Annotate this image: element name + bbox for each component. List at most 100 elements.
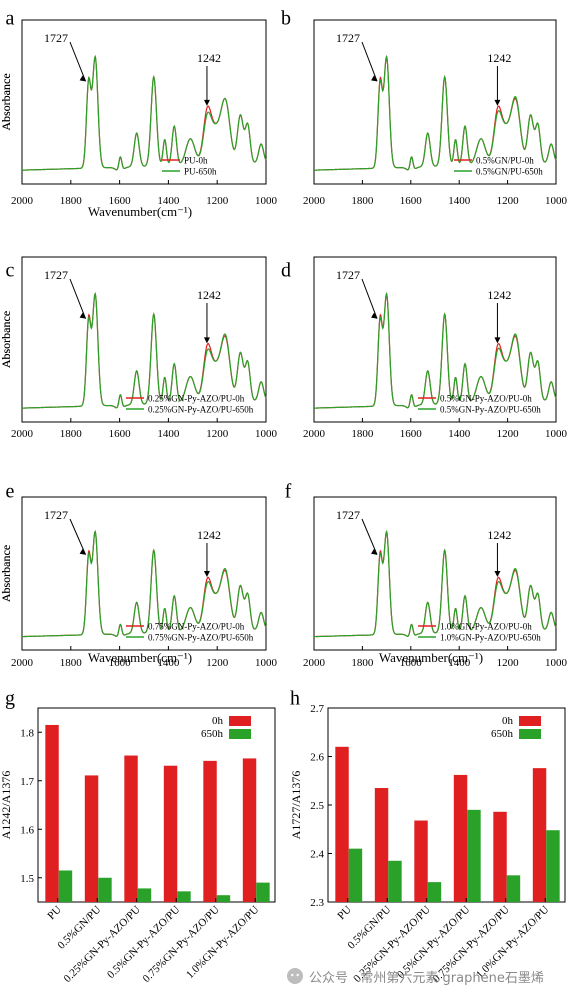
arrowhead [203,337,210,344]
x-axis-label: Wavenumber(cm⁻¹) [88,650,192,665]
x-tick-label: 1200 [497,657,520,669]
bar-650h-3 [177,891,191,902]
x-tick-label: 1000 [545,428,568,440]
plot-frame [313,19,557,185]
bar-0h-4 [493,811,507,902]
bar-0h-5 [242,758,257,902]
peak-arrow-1727 [361,41,378,82]
arrowhead [79,75,86,82]
arrowhead [79,312,86,319]
watermark-text: 公众号 · 常州第六元素 graphene石墨烯 [309,970,544,986]
bar-650h-2 [427,882,442,902]
x-tick-label: 0.5%GN-Py-AZO/PU [105,904,182,981]
x-tick-label: 1600 [109,428,132,440]
y-tick-label: 2.4 [310,849,324,861]
x-tick-label: 1800 [351,195,374,207]
y-tick-label: 1.7 [20,776,34,788]
y-axis-label: Absorbance [0,73,13,130]
plot-frame [313,256,557,423]
bar-650h-2 [137,888,152,902]
x-tick-label: 0.25%GN-Py-AZO/PU [62,904,143,985]
x-tick-label: 1200 [497,428,520,440]
x-tick-label: PU [335,904,353,922]
x-tick-label: 2000 [303,195,326,207]
x-tick-label: 1800 [351,657,374,669]
peak-label-1242: 1242 [197,288,221,302]
watermark: 公众号 · 常州第六元素 graphene石墨烯 [286,963,571,989]
plot-frame [21,496,267,651]
peak-label-1727: 1727 [44,31,68,45]
x-tick-label: 1000 [545,657,568,669]
bar-650h-3 [467,809,481,902]
arrowhead [203,99,210,106]
x-tick-label: 1.0%GN-Py-AZO/PU [184,904,261,981]
panel-h: 2.32.42.52.62.7A1727/A1376hPU0.5%GN/PU0.… [289,688,566,985]
peak-arrow-1727 [69,41,87,82]
legend-label: 650h [201,728,224,740]
bar-650h-4 [216,895,231,902]
bar-650h-0 [58,870,73,902]
spectrum-line-650h [313,54,557,171]
peak-arrow-1727 [69,518,87,555]
bar-0h-5 [532,768,547,902]
x-tick-label: 1800 [60,657,83,669]
panel-letter: b [281,8,291,30]
legend-label: 0.5%GN-Py-AZO/PU-650h [440,405,541,415]
arrowhead [371,75,378,82]
bar-0h-2 [124,755,138,902]
y-axis-label: Absorbance [0,311,13,368]
panel-g: 1.51.61.71.8A1242/A1376gPU0.5%GN/PU0.25%… [0,688,276,985]
peak-label-1242: 1242 [487,288,511,302]
x-tick-label: 1600 [400,195,423,207]
bar-0h-1 [84,775,99,902]
y-axis-label: Absorbance [0,73,13,130]
panel-c: 2000 1800 1600 1400 1200 1000 Absorbance c 1727 1… [0,256,278,440]
legend-label: 0h [502,715,514,727]
panel-d: 2000 1800 1600 1400 1200 1000 Absorbance d 1727 1… [0,256,568,440]
arrowhead [494,99,501,106]
x-tick-label: 1600 [400,657,423,669]
y-tick-label: 1.5 [20,873,34,885]
legend-label: PU-650h [184,167,217,177]
x-tick-label: 1400 [448,428,471,440]
bar-650h-1 [388,860,402,902]
bar-650h-4 [506,875,521,902]
plot-frame [21,19,267,185]
x-tick-label: PU [45,904,63,922]
arrowhead [494,570,501,577]
plot-frame [21,256,267,423]
bar-650h-0 [348,848,363,902]
peak-label-1727: 1727 [336,268,360,282]
peak-label-1242: 1242 [487,51,511,65]
y-tick-label: 1.8 [20,727,34,739]
bar-650h-5 [546,830,560,902]
panel-f: 2000 1800 1600 1400 1200 1000 Wavenumber(cm⁻¹)… [0,481,568,669]
x-tick-label: 1000 [545,195,568,207]
x-tick-label: 1200 [497,195,520,207]
legend-label: 1.0%GN-Py-AZO/PU-0h [440,622,532,632]
y-tick-label: 1.6 [20,824,34,836]
spectrum-line-0h [21,54,267,171]
bar-0h-2 [414,820,428,902]
x-tick-label: 1400 [448,657,471,669]
spectrum-line-650h [21,529,267,638]
legend-label: PU-0h [184,156,208,166]
panel-a: 2000 1800 1600 1400 1200 1000 Wavenumber(cm⁻¹)… [0,8,278,219]
legend-label: 0.5%GN/PU-0h [476,156,534,166]
wechat-icon [287,968,303,984]
y-axis-label: Absorbance [0,545,13,602]
x-tick-label: 1800 [60,195,83,207]
spectrum-line-0h [313,291,557,409]
plot-frame [313,496,557,651]
x-tick-label: 1800 [351,428,374,440]
spectrum-line-650h [21,54,267,171]
peak-label-1242: 1242 [197,51,221,65]
x-tick-label: 1200 [206,195,229,207]
bar-650h-5 [256,882,270,902]
arrowhead [371,312,378,319]
legend-label: 0.25%GN-Py-AZO/PU-650h [148,405,254,415]
y-axis-label: A1727/A1376 [289,771,303,840]
panel-letter: h [290,688,300,710]
x-tick-label: 1600 [109,195,132,207]
peak-arrow-1727 [361,278,378,319]
